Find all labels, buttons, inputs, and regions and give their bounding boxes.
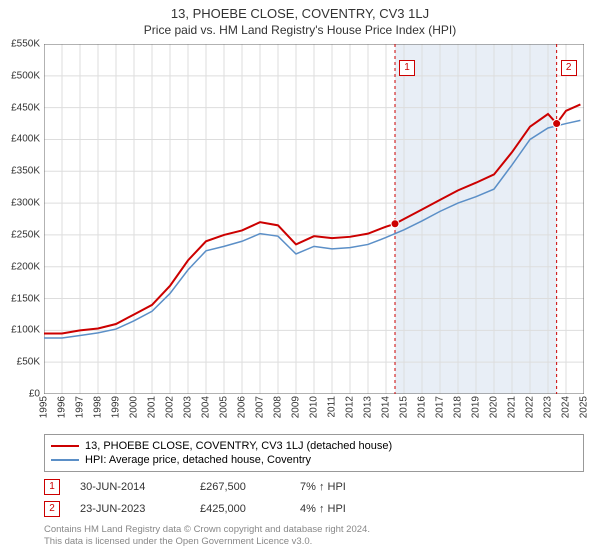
legend-label: 13, PHOEBE CLOSE, COVENTRY, CV3 1LJ (det… [85, 440, 392, 452]
chart-title: 13, PHOEBE CLOSE, COVENTRY, CV3 1LJ [0, 0, 600, 21]
sale-pct: 7% ↑ HPI [300, 481, 400, 493]
x-tick-label: 2009 [291, 396, 302, 418]
chart-subtitle: Price paid vs. HM Land Registry's House … [0, 21, 600, 41]
x-tick-label: 2010 [309, 396, 320, 418]
y-tick-label: £300K [11, 198, 40, 209]
x-tick-label: 2006 [237, 396, 248, 418]
x-tick-label: 2021 [507, 396, 518, 418]
sale-pct: 4% ↑ HPI [300, 503, 400, 515]
y-tick-label: £400K [11, 134, 40, 145]
y-tick-label: £200K [11, 261, 40, 272]
x-tick-label: 2017 [435, 396, 446, 418]
y-tick-label: £150K [11, 293, 40, 304]
sale-index-badge: 1 [44, 479, 60, 495]
x-tick-label: 2024 [561, 396, 572, 418]
sale-marker-label: 2 [561, 60, 577, 76]
x-tick-label: 2013 [363, 396, 374, 418]
chart-svg [44, 44, 584, 394]
x-tick-label: 2007 [255, 396, 266, 418]
y-tick-label: £100K [11, 325, 40, 336]
x-tick-label: 2011 [327, 396, 338, 418]
x-tick-label: 2012 [345, 396, 356, 418]
chart-container: 13, PHOEBE CLOSE, COVENTRY, CV3 1LJ Pric… [0, 0, 600, 560]
x-tick-label: 2020 [489, 396, 500, 418]
y-tick-label: £50K [17, 357, 40, 368]
legend-item: HPI: Average price, detached house, Cove… [51, 453, 577, 467]
legend-label: HPI: Average price, detached house, Cove… [85, 454, 311, 466]
x-tick-label: 2000 [129, 396, 140, 418]
x-tick-label: 2025 [579, 396, 590, 418]
x-tick-label: 2015 [399, 396, 410, 418]
chart-area: £0£50K£100K£150K£200K£250K£300K£350K£400… [44, 44, 584, 394]
attribution: Contains HM Land Registry data © Crown c… [44, 524, 584, 549]
sale-price: £425,000 [200, 503, 280, 515]
x-tick-label: 1996 [57, 396, 68, 418]
x-tick-label: 2022 [525, 396, 536, 418]
x-tick-label: 2008 [273, 396, 284, 418]
y-tick-label: £350K [11, 166, 40, 177]
sale-index-badge: 2 [44, 501, 60, 517]
sales-table: 1 30-JUN-2014 £267,500 7% ↑ HPI 2 23-JUN-2023… [44, 476, 584, 520]
legend: 13, PHOEBE CLOSE, COVENTRY, CV3 1LJ (det… [44, 434, 584, 472]
sale-date: 30-JUN-2014 [80, 481, 180, 493]
x-tick-label: 2014 [381, 396, 392, 418]
legend-swatch [51, 445, 79, 447]
sale-price: £267,500 [200, 481, 280, 493]
attribution-line: Contains HM Land Registry data © Crown c… [44, 524, 584, 536]
x-tick-label: 2023 [543, 396, 554, 418]
x-tick-label: 1999 [111, 396, 122, 418]
x-tick-label: 2003 [183, 396, 194, 418]
x-tick-label: 1997 [75, 396, 86, 418]
sale-marker-label: 1 [399, 60, 415, 76]
y-tick-label: £250K [11, 229, 40, 240]
x-tick-label: 2004 [201, 396, 212, 418]
sale-date: 23-JUN-2023 [80, 503, 180, 515]
x-tick-label: 2002 [165, 396, 176, 418]
x-tick-label: 1995 [39, 396, 50, 418]
x-tick-label: 1998 [93, 396, 104, 418]
sale-row: 1 30-JUN-2014 £267,500 7% ↑ HPI [44, 476, 584, 498]
x-tick-label: 2018 [453, 396, 464, 418]
y-tick-label: £550K [11, 39, 40, 50]
attribution-line: This data is licensed under the Open Gov… [44, 536, 584, 548]
x-tick-label: 2005 [219, 396, 230, 418]
x-tick-label: 2001 [147, 396, 158, 418]
legend-swatch [51, 459, 79, 461]
y-tick-label: £500K [11, 70, 40, 81]
x-tick-label: 2019 [471, 396, 482, 418]
y-tick-label: £450K [11, 102, 40, 113]
x-tick-label: 2016 [417, 396, 428, 418]
legend-item: 13, PHOEBE CLOSE, COVENTRY, CV3 1LJ (det… [51, 439, 577, 453]
sale-row: 2 23-JUN-2023 £425,000 4% ↑ HPI [44, 498, 584, 520]
